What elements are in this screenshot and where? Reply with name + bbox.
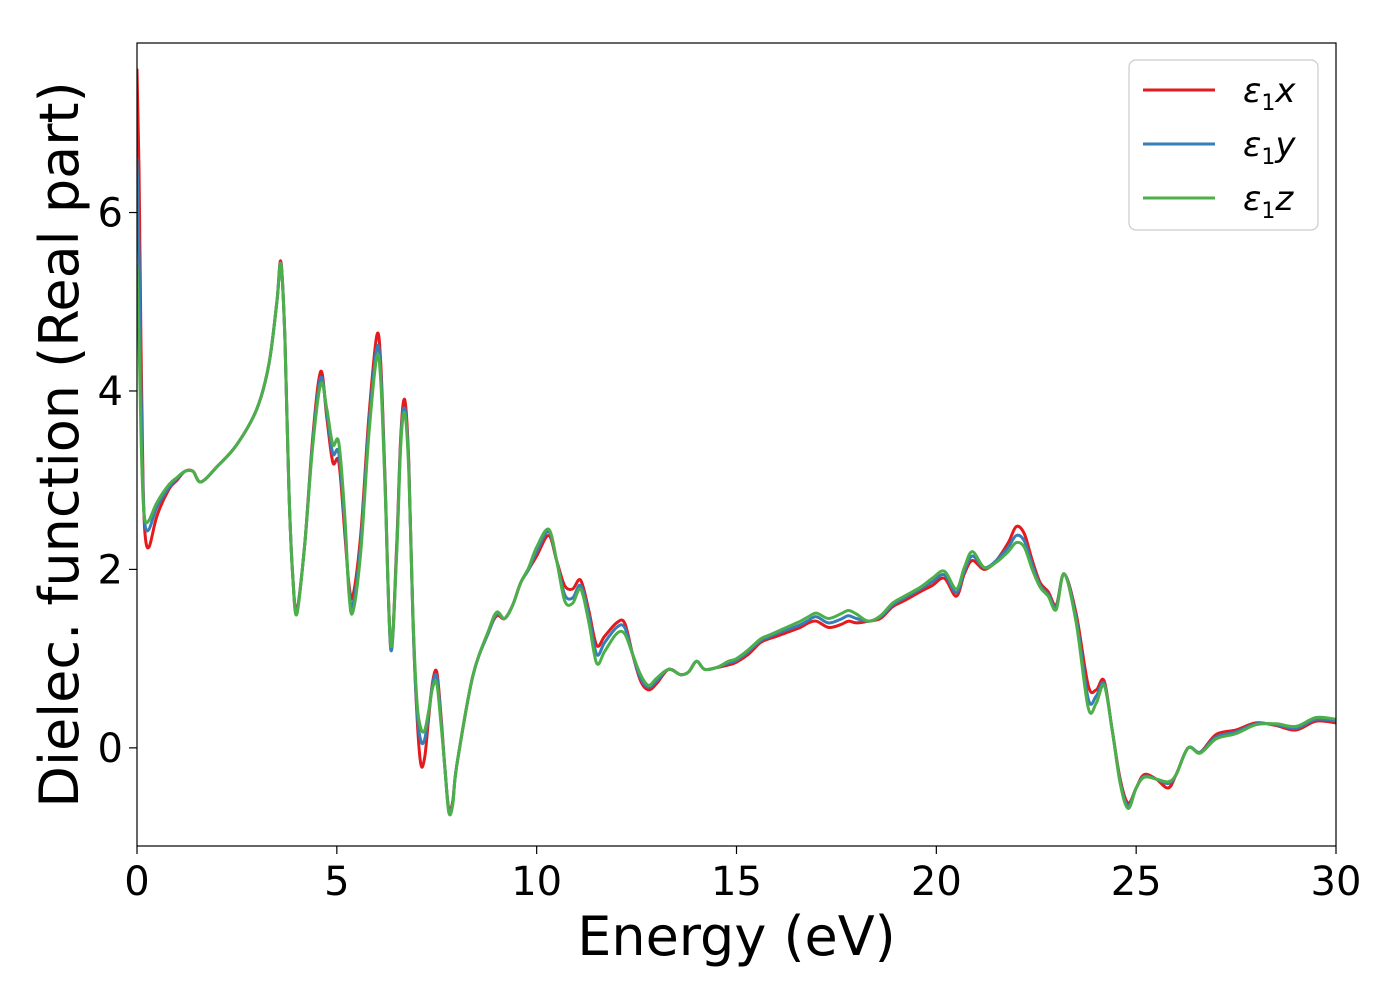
legend-entry-y: ε1y [1143, 125, 1296, 170]
x-tick-label: 0 [124, 859, 149, 905]
series-line-z [137, 262, 1336, 817]
y-tick-label: 6 [98, 191, 123, 237]
legend: ε1x ε1y ε1z [1128, 59, 1319, 231]
x-axis-ticks: 0 5 10 15 20 25 30 [124, 846, 1361, 905]
series-layer [137, 68, 1336, 817]
x-tick-label: 5 [324, 859, 349, 905]
x-tick-label: 10 [511, 859, 562, 905]
x-tick-label: 25 [1111, 859, 1162, 905]
legend-label-x: ε1x [1243, 71, 1296, 116]
legend-entry-z: ε1z [1143, 179, 1294, 224]
legend-entry-x: ε1x [1143, 71, 1296, 116]
x-tick-label: 15 [711, 859, 762, 905]
legend-box [1128, 59, 1319, 231]
y-tick-label: 4 [98, 369, 123, 415]
y-tick-label: 2 [98, 547, 123, 593]
x-tick-label: 30 [1311, 859, 1362, 905]
x-tick-label: 20 [911, 859, 962, 905]
y-axis-ticks: 0 2 4 6 [98, 191, 137, 772]
y-tick-label: 0 [98, 726, 123, 772]
x-axis-label: Energy (eV) [577, 905, 896, 968]
y-axis-label: Dielec. function (Real part) [28, 81, 91, 807]
legend-label-y: ε1y [1243, 125, 1296, 170]
legend-label-z: ε1z [1243, 179, 1294, 224]
